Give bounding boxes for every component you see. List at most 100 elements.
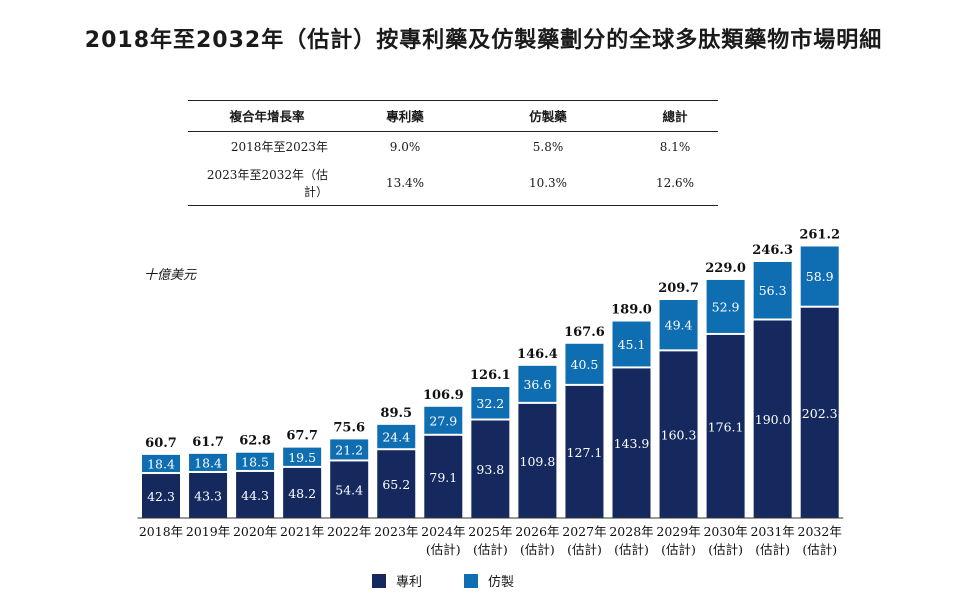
bar-generic: [189, 453, 228, 471]
data-label-patent: 93.8: [476, 462, 504, 477]
bar-generic: [377, 424, 416, 449]
cagr-generic-value: 5.8%: [532, 139, 564, 154]
bar-generic: [142, 454, 180, 473]
x-tick-sublabel: (估計): [473, 542, 508, 557]
legend-label-generic: 仿製: [488, 575, 515, 590]
cagr-period: 2018年至2023年: [230, 140, 328, 154]
total-label: 89.5: [380, 406, 412, 421]
x-tick-sublabel: (估計): [661, 542, 696, 557]
data-label-generic: 24.4: [382, 430, 410, 445]
x-tick-label: 2029年: [656, 524, 700, 539]
data-label-generic: 58.9: [806, 269, 834, 284]
data-label-generic: 18.5: [241, 454, 269, 469]
x-tick-sublabel: (估計): [614, 542, 649, 557]
bar-generic: [706, 279, 745, 333]
x-tick-sublabel: (估計): [802, 542, 837, 557]
bar-patent: [236, 471, 275, 518]
cagr-period: 2023年至2032年（估計）: [188, 160, 346, 206]
x-tick-sublabel: (估計): [520, 542, 555, 557]
x-tick-label: 2020年: [233, 524, 277, 539]
cagr-header-total: 總計: [632, 100, 718, 132]
bar-patent: [377, 450, 416, 518]
data-label-patent: 109.8: [520, 454, 556, 469]
x-tick-label: 2024年: [421, 524, 465, 539]
total-label: 106.9: [423, 388, 464, 403]
bar-patent: [424, 435, 463, 518]
x-tick-label: 2030年: [703, 524, 747, 539]
total-label: 61.7: [192, 435, 224, 450]
cagr-header-label: 複合年增長率: [188, 100, 346, 132]
cagr-header-generic: 仿製藥: [464, 100, 632, 132]
total-label: 67.7: [286, 429, 318, 444]
data-label-generic: 21.2: [335, 442, 363, 457]
bar-patent: [612, 368, 651, 518]
bar-generic: [330, 439, 369, 460]
bar-generic: [800, 246, 839, 306]
x-tick-label: 2019年: [186, 524, 230, 539]
bar-patent: [706, 334, 745, 518]
data-label-patent: 54.4: [335, 483, 363, 498]
bar-generic: [659, 300, 698, 350]
data-label-generic: 49.4: [665, 318, 693, 333]
cagr-table: 複合年增長率 專利藥 仿製藥 總計 2018年至2023年 9.0% 5.8% …: [188, 100, 718, 206]
bar-patent: [565, 385, 604, 518]
x-tick-sublabel: (估計): [567, 542, 602, 557]
cagr-header-row: 複合年增長率 專利藥 仿製藥 總計: [188, 100, 718, 132]
bar-generic: [518, 365, 557, 402]
total-label: 229.0: [705, 261, 746, 276]
x-tick-label: 2031年: [750, 524, 794, 539]
bar-generic: [612, 321, 651, 367]
legend-item-generic: 仿製: [464, 571, 514, 590]
bar-generic: [471, 387, 510, 419]
bar-generic: [283, 447, 322, 466]
cagr-header-patent: 專利藥: [346, 100, 464, 132]
data-label-generic: 40.5: [571, 357, 599, 372]
x-tick-label: 2021年: [280, 524, 324, 539]
bar-patent: [800, 307, 839, 518]
total-label: 75.6: [333, 420, 365, 435]
cagr-total-value: 12.6%: [632, 160, 718, 206]
data-label-patent: 65.2: [382, 477, 410, 492]
legend-swatch-generic: [464, 573, 478, 588]
x-tick-label: 2025年: [468, 524, 512, 539]
total-label: 189.0: [611, 303, 652, 318]
x-tick-sublabel: (估計): [426, 542, 461, 557]
data-label-generic: 32.2: [476, 396, 504, 411]
cagr-row: 2023年至2032年（估計） 13.4% 10.3% 12.6%: [188, 160, 718, 206]
data-label-patent: 42.3: [147, 489, 175, 504]
data-label-generic: 52.9: [712, 299, 740, 314]
cagr-total-value: 8.1%: [659, 139, 691, 154]
legend-swatch-patent: [372, 573, 386, 588]
x-tick-label: 2023年: [374, 524, 418, 539]
data-label-generic: 18.4: [147, 456, 175, 471]
data-label-generic: 36.6: [523, 377, 551, 392]
data-label-generic: 18.4: [194, 455, 222, 470]
total-label: 209.7: [658, 281, 699, 296]
data-label-patent: 43.3: [194, 488, 222, 503]
bar-patent: [283, 467, 322, 518]
total-label: 246.3: [752, 243, 793, 258]
legend-label-patent: 專利: [396, 575, 423, 590]
bar-generic: [753, 261, 792, 319]
data-label-patent: 143.9: [614, 436, 650, 451]
cagr-patent-value: 13.4%: [346, 160, 464, 206]
bar-patent: [330, 461, 369, 518]
data-label-generic: 19.5: [288, 450, 316, 465]
x-tick-sublabel: (估計): [708, 542, 743, 557]
x-tick-sublabel: (估計): [755, 542, 790, 557]
data-label-patent: 48.2: [288, 486, 316, 501]
chart-title: 2018年至2032年（估計）按專利藥及仿製藥劃分的全球多肽類藥物市場明細: [84, 28, 883, 53]
total-label: 261.2: [799, 227, 840, 242]
x-tick-label: 2032年: [798, 524, 842, 539]
data-label-generic: 56.3: [759, 283, 787, 298]
x-tick-label: 2018年: [139, 524, 183, 539]
bar-patent: [142, 474, 180, 518]
bar-patent: [753, 320, 792, 518]
bar-patent: [518, 403, 557, 518]
cagr-patent-value: 9.0%: [389, 139, 421, 154]
bar-patent: [471, 420, 510, 518]
x-tick-label: 2028年: [609, 524, 653, 539]
unit-label: 十億美元: [144, 268, 197, 283]
data-label-patent: 79.1: [429, 470, 457, 485]
